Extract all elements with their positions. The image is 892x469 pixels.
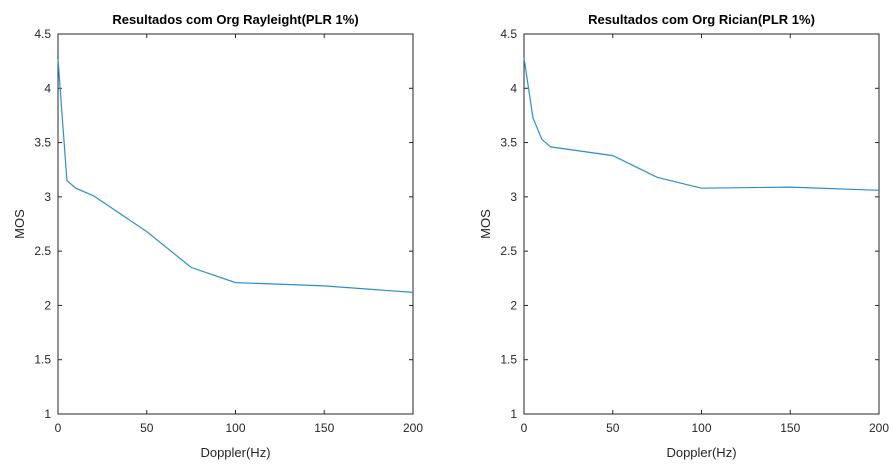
y-tick-label: 2.5 xyxy=(500,244,517,258)
y-tick-label: 2.5 xyxy=(34,244,51,258)
x-tick-label: 100 xyxy=(691,421,711,435)
y-tick-label: 4 xyxy=(44,81,51,95)
x-tick-label: 100 xyxy=(225,421,245,435)
y-axis-label: MOS xyxy=(12,209,27,239)
y-tick-label: 2 xyxy=(510,298,517,312)
y-tick-label: 4 xyxy=(510,81,517,95)
y-tick-label: 1 xyxy=(510,407,517,421)
y-tick-label: 3.5 xyxy=(500,136,517,150)
y-tick-label: 2 xyxy=(44,298,51,312)
x-tick-label: 50 xyxy=(140,421,154,435)
y-tick-label: 3 xyxy=(44,190,51,204)
x-tick-label: 200 xyxy=(403,421,423,435)
x-axis-label: Doppler(Hz) xyxy=(666,445,736,460)
x-tick-label: 50 xyxy=(606,421,620,435)
x-axis-label: Doppler(Hz) xyxy=(200,445,270,460)
series-line xyxy=(523,57,880,191)
plot-area xyxy=(57,33,414,415)
y-tick-label: 4.5 xyxy=(34,27,51,41)
series-line xyxy=(57,58,414,293)
y-tick-label: 3.5 xyxy=(34,136,51,150)
chart-panel-1: 1 1.5 2 2.5 3 3.5 4 4.5 0 50 100 150 200 Resultados c… xyxy=(12,12,423,460)
x-tick-label: 150 xyxy=(314,421,334,435)
chart-title: Resultados com Org Rician(PLR 1%) xyxy=(588,12,815,27)
chart-title: Resultados com Org Rayleight(PLR 1%) xyxy=(112,12,358,27)
y-tick-label: 4.5 xyxy=(500,27,517,41)
x-tick-label: 150 xyxy=(780,421,800,435)
chart-panel-2: 1 1.5 2 2.5 3 3.5 4 4.5 0 50 100 150 200 Resultados c… xyxy=(478,12,889,460)
y-tick-label: 1.5 xyxy=(34,353,51,367)
plot-area xyxy=(523,33,880,415)
x-tick-label: 0 xyxy=(521,421,528,435)
y-tick-label: 1.5 xyxy=(500,353,517,367)
x-tick-label: 0 xyxy=(55,421,62,435)
y-tick-label: 3 xyxy=(510,190,517,204)
x-tick-label: 200 xyxy=(869,421,889,435)
y-tick-label: 1 xyxy=(44,407,51,421)
y-axis-label: MOS xyxy=(478,209,493,239)
